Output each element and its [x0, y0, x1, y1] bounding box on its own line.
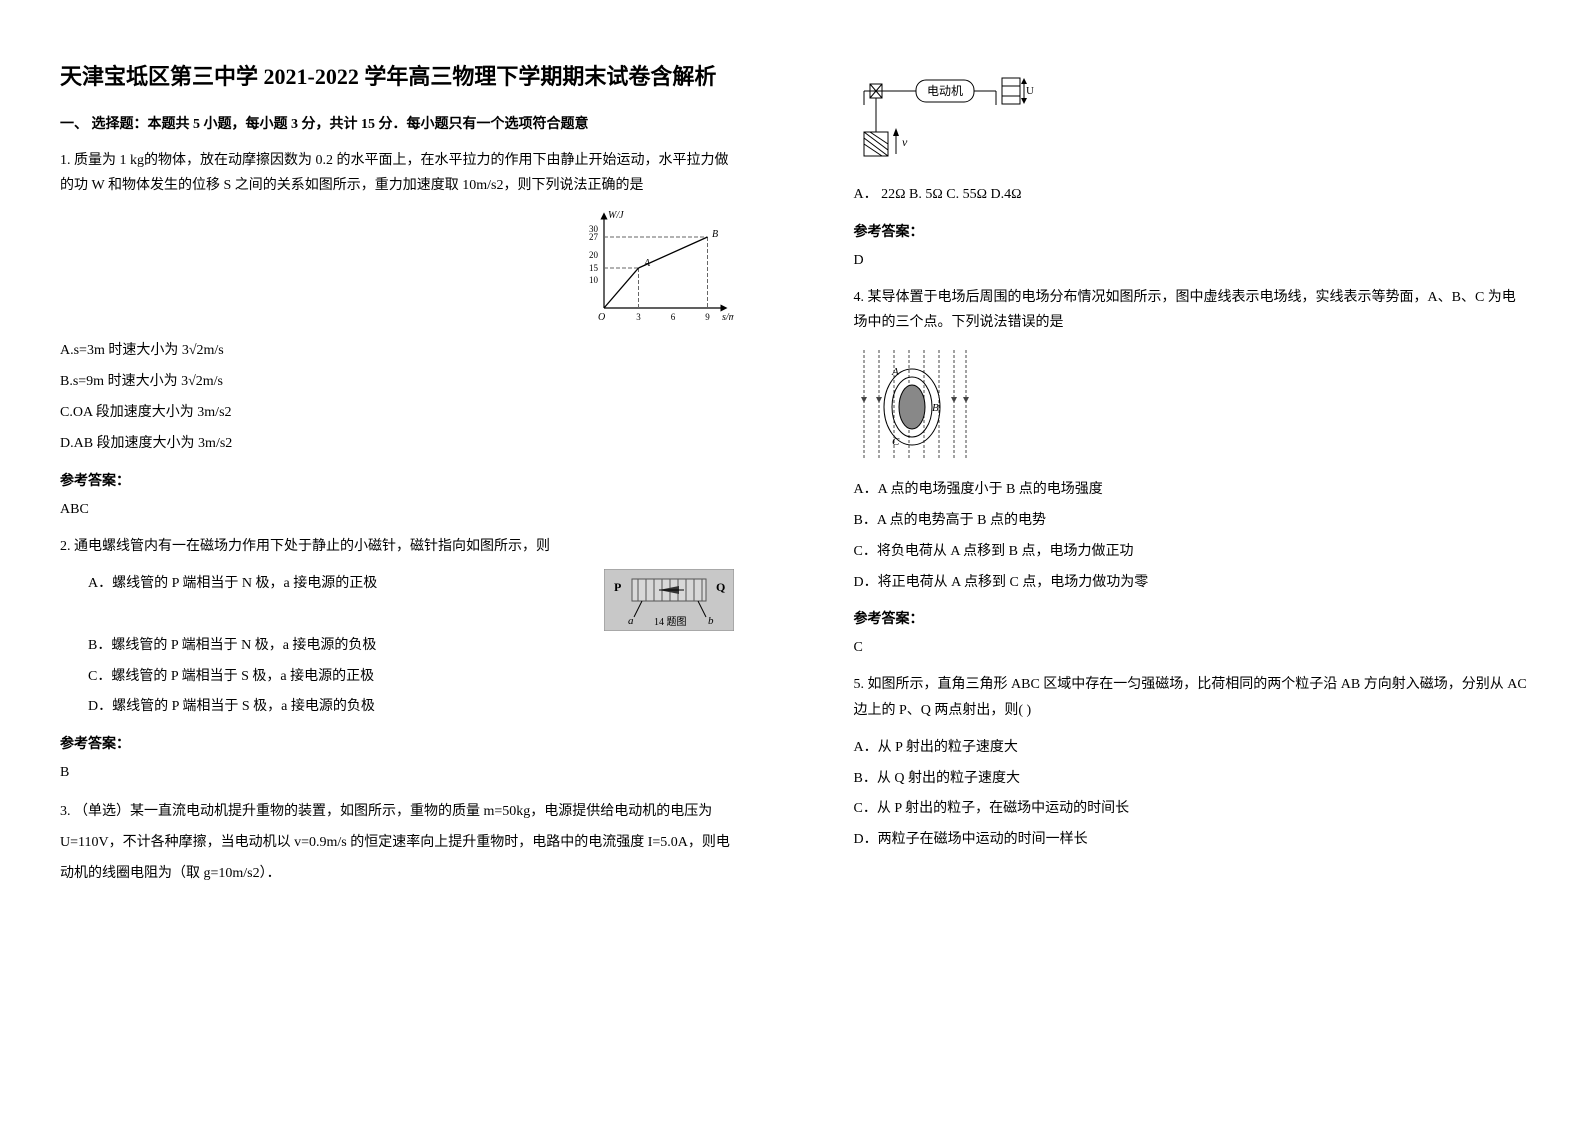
q3-figure: 电动机 U — [854, 70, 1528, 170]
q1-option-b: B.s=9m 时速大小为 3√2m/s — [60, 367, 734, 398]
q1-option-a: A.s=3m 时速大小为 3√2m/s — [60, 336, 734, 367]
right-column: 电动机 U — [794, 60, 1587, 1062]
q5-option-b: B．从 Q 射出的粒子速度大 — [854, 764, 1528, 795]
svg-text:a: a — [628, 615, 634, 627]
q2-option-c: C．螺线管的 P 端相当于 S 极，a 接电源的正极 — [60, 662, 734, 693]
svg-text:b: b — [708, 615, 714, 627]
q4-stem: 4. 某导体置于电场后周围的电场分布情况如图所示，图中虚线表示电场线，实线表示等… — [854, 285, 1528, 335]
svg-text:B: B — [712, 229, 718, 240]
q2-option-b: B．螺线管的 P 端相当于 N 极，a 接电源的负极 — [60, 631, 734, 662]
exam-title: 天津宝坻区第三中学 2021-2022 学年高三物理下学期期末试卷含解析 — [60, 60, 734, 93]
svg-text:20: 20 — [589, 250, 599, 260]
q3-options: A． 22Ω B. 5Ω C. 55Ω D.4Ω — [854, 180, 1528, 211]
svg-text:6: 6 — [670, 312, 675, 322]
q4-answer-label: 参考答案： — [854, 606, 1528, 634]
svg-text:v: v — [902, 135, 908, 149]
q2-answer: B — [60, 759, 734, 787]
q4-answer: C — [854, 634, 1528, 662]
q1-option-c: C.OA 段加速度大小为 3m/s2 — [60, 398, 734, 429]
q4-option-b: B．A 点的电势高于 B 点的电势 — [854, 506, 1528, 537]
svg-text:B: B — [932, 402, 939, 414]
svg-text:3: 3 — [636, 312, 641, 322]
svg-text:14 题图: 14 题图 — [654, 616, 687, 628]
svg-text:O: O — [598, 312, 605, 323]
svg-text:A: A — [891, 366, 899, 378]
q2-figure: P Q a b 14 题图 — [604, 569, 734, 631]
q2-option-d: D．螺线管的 P 端相当于 S 极，a 接电源的负极 — [60, 692, 734, 723]
svg-text:P: P — [614, 580, 621, 594]
q1-answer-label: 参考答案： — [60, 468, 734, 496]
svg-text:s/m: s/m — [722, 312, 734, 323]
svg-text:9: 9 — [705, 312, 710, 322]
q3-stem: 3. （单选）某一直流电动机提升重物的装置，如图所示，重物的质量 m=50kg，… — [60, 797, 734, 889]
q2-options-block: P Q a b 14 题图 A．螺线管的 P 端相当于 N 极，a 接电源的正极… — [60, 569, 734, 723]
q4-option-d: D．将正电荷从 A 点移到 C 点，电场力做功为零 — [854, 568, 1528, 599]
svg-text:15: 15 — [589, 263, 599, 273]
left-column: 天津宝坻区第三中学 2021-2022 学年高三物理下学期期末试卷含解析 一、 … — [0, 60, 794, 1062]
section-1-heading: 一、 选择题：本题共 5 小题，每小题 3 分，共计 15 分．每小题只有一个选… — [60, 113, 734, 133]
svg-text:W/J: W/J — [608, 210, 624, 221]
q1-option-a-row: 10 15 20 27 30 3 6 9 A B O — [60, 208, 734, 328]
q3-answer: D — [854, 247, 1528, 275]
svg-text:Q: Q — [716, 580, 725, 594]
q1-stem: 1. 质量为 1 kg的物体，放在动摩擦因数为 0.2 的水平面上，在水平拉力的… — [60, 148, 734, 198]
svg-text:电动机: 电动机 — [926, 84, 962, 98]
q5-option-c: C．从 P 射出的粒子，在磁场中运动的时间长 — [854, 794, 1528, 825]
q5-option-a: A．从 P 射出的粒子速度大 — [854, 733, 1528, 764]
q5-option-d: D．两粒子在磁场中运动的时间一样长 — [854, 825, 1528, 856]
svg-text:A: A — [643, 258, 651, 269]
svg-text:10: 10 — [589, 275, 599, 285]
svg-text:U: U — [1026, 85, 1034, 97]
q1-chart: 10 15 20 27 30 3 6 9 A B O — [564, 208, 734, 328]
svg-text:C: C — [892, 436, 900, 448]
q2-stem: 2. 通电螺线管内有一在磁场力作用下处于静止的小磁针，磁针指向如图所示，则 — [60, 534, 734, 559]
q3-answer-label: 参考答案： — [854, 219, 1528, 247]
q2-answer-label: 参考答案： — [60, 731, 734, 759]
q1-option-d: D.AB 段加速度大小为 3m/s2 — [60, 429, 734, 460]
q4-figure: A B C — [854, 345, 1528, 465]
svg-text:30: 30 — [589, 224, 599, 234]
q4-option-a: A．A 点的电场强度小于 B 点的电场强度 — [854, 475, 1528, 506]
q4-option-c: C．将负电荷从 A 点移到 B 点，电场力做正功 — [854, 537, 1528, 568]
q5-stem: 5. 如图所示，直角三角形 ABC 区域中存在一匀强磁场，比荷相同的两个粒子沿 … — [854, 672, 1528, 722]
q1-answer: ABC — [60, 496, 734, 524]
